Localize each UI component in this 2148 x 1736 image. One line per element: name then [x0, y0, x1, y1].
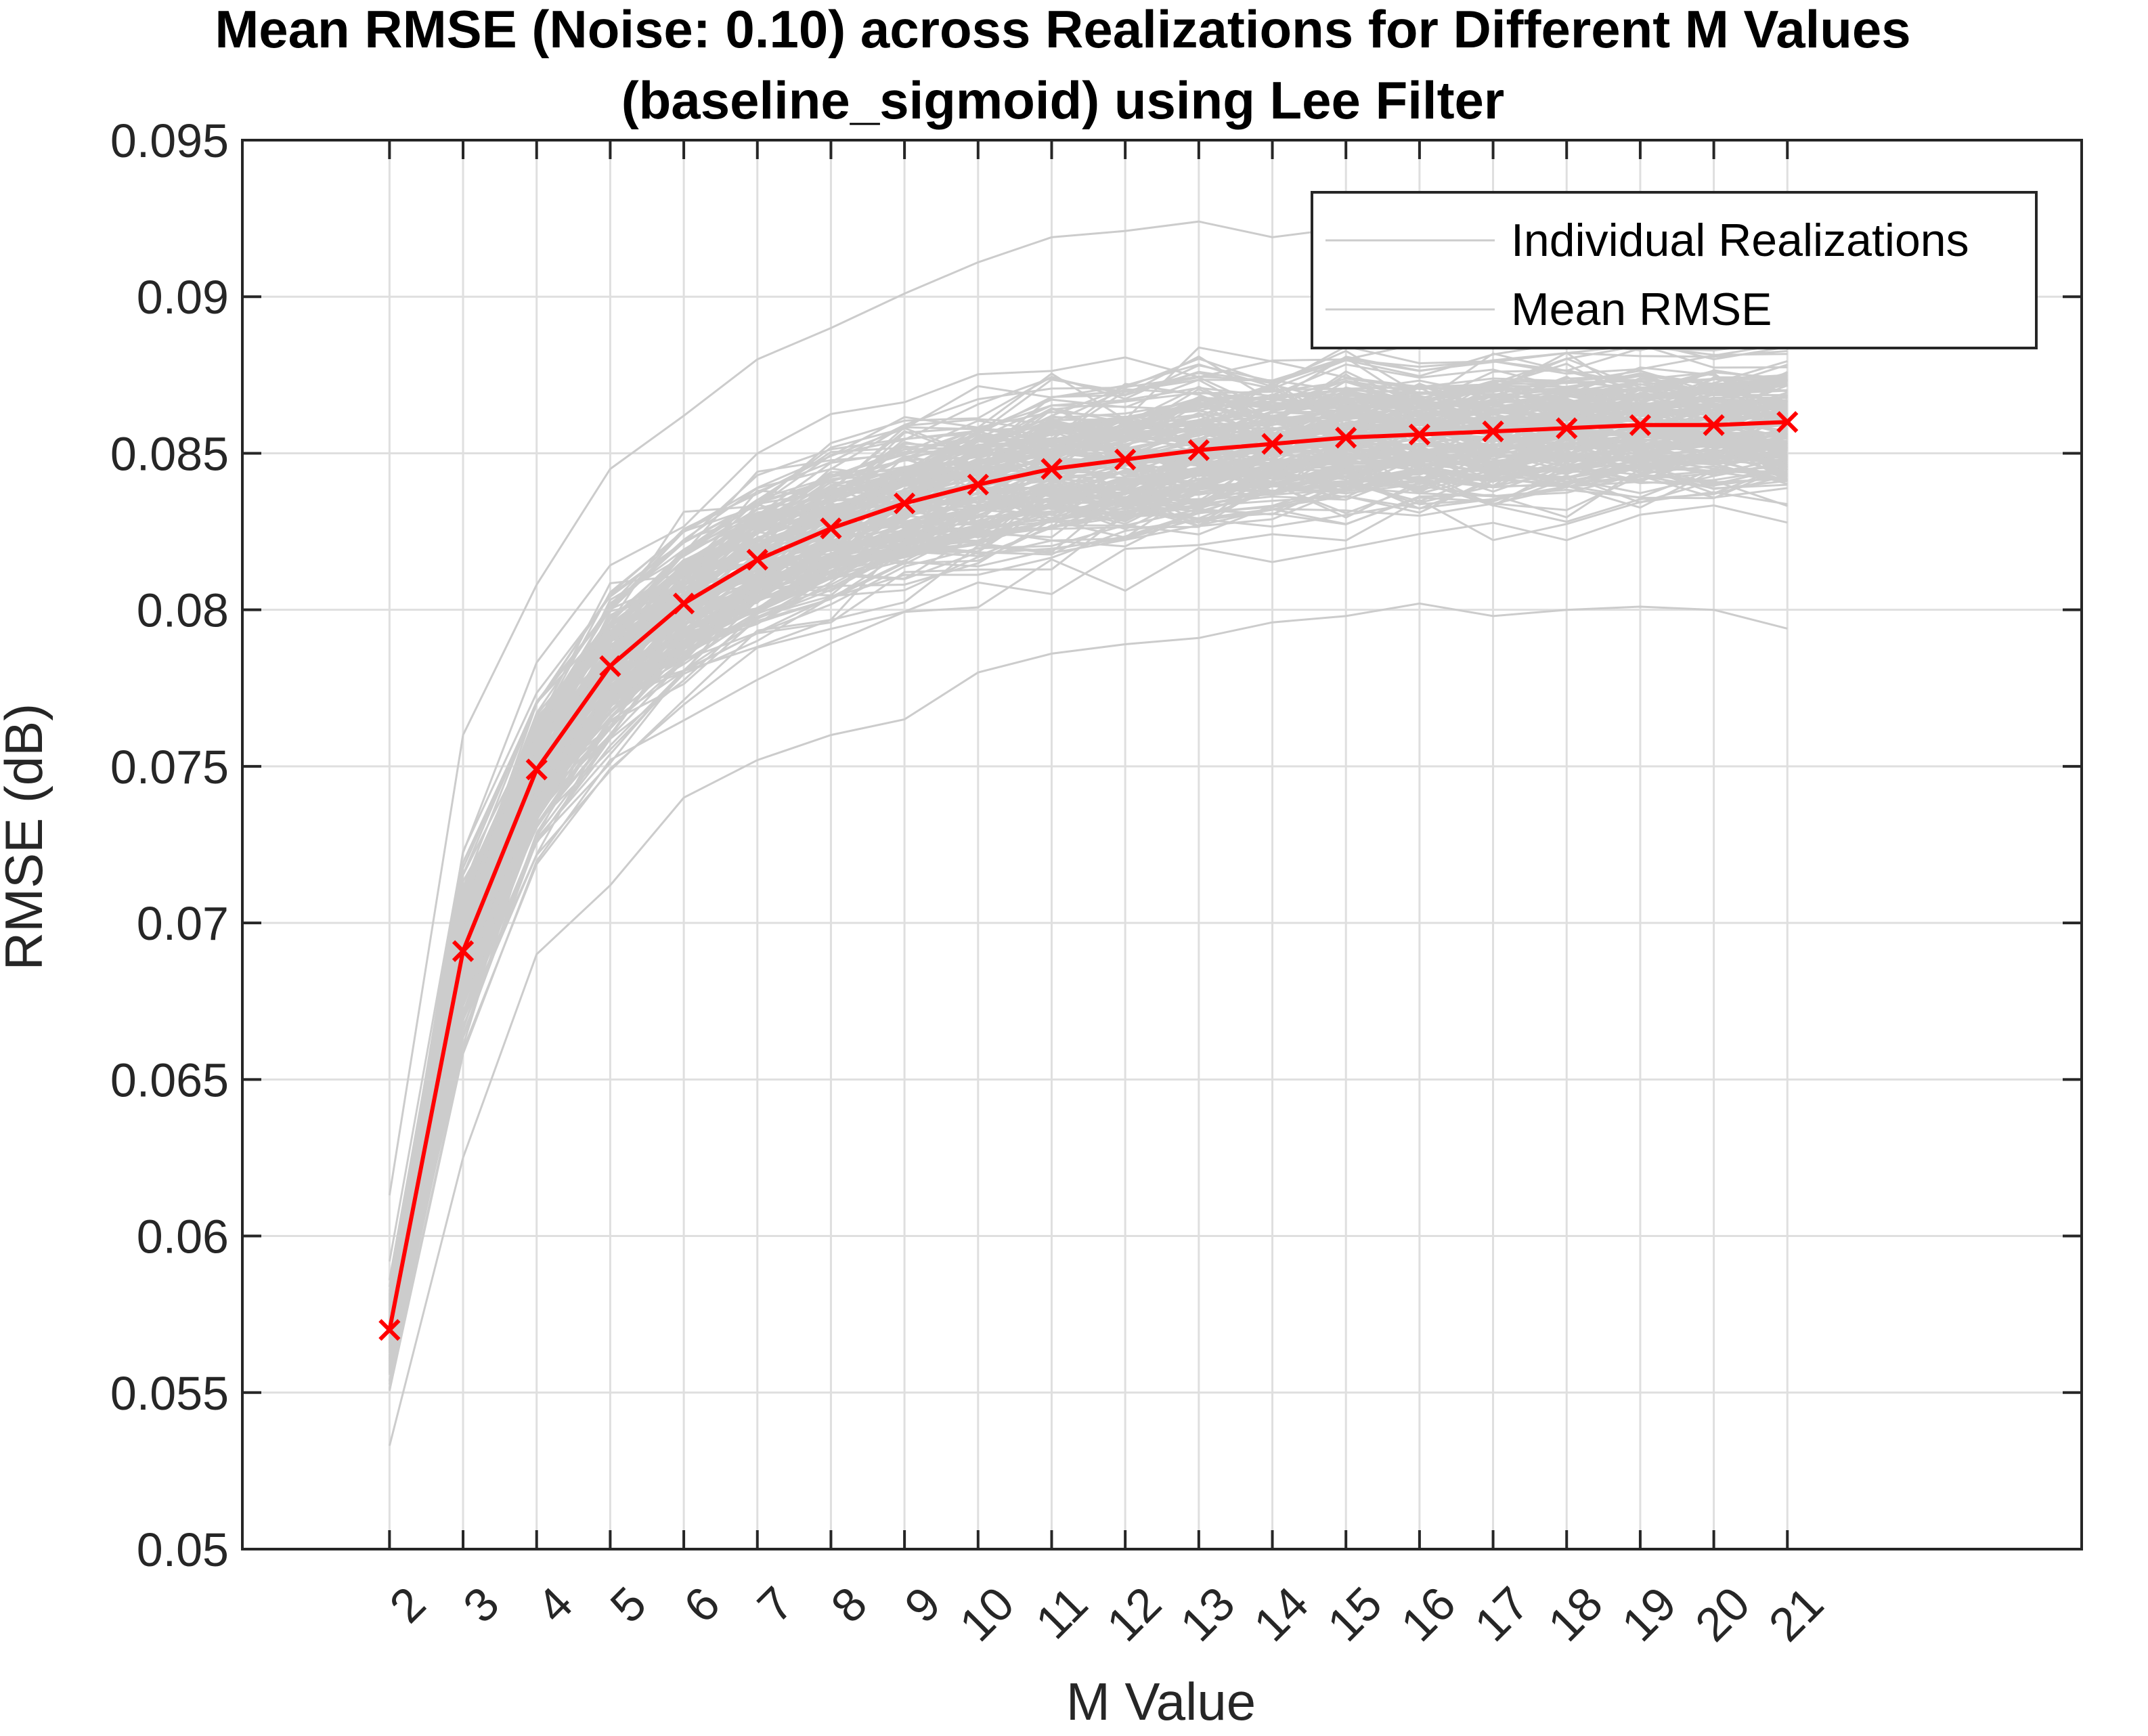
mean-marker-m6: [672, 592, 695, 615]
realization-line: [388, 419, 1788, 1341]
realization-line: [388, 457, 1788, 1361]
realization-line: [388, 387, 1788, 1302]
mean-rmse-series: [378, 411, 1799, 1341]
realization-line: [388, 409, 1788, 1323]
mean-rmse-line: [387, 420, 1788, 1330]
mean-marker-stroke: [452, 940, 475, 962]
mean-marker-m11: [1040, 458, 1063, 480]
realization-line: [388, 441, 1788, 1334]
mean-marker-stroke: [893, 492, 916, 515]
mean-marker-m19: [1629, 414, 1652, 436]
legend-box: [1311, 191, 2038, 349]
mean-marker-stroke: [672, 592, 695, 615]
mean-marker-stroke: [1556, 417, 1578, 439]
mean-marker-stroke: [1408, 423, 1431, 446]
mean-marker-stroke: [1187, 439, 1210, 461]
chart-subtitle: (baseline_sigmoid) using Lee Filter: [621, 70, 1505, 130]
mean-marker-stroke: [1629, 414, 1652, 436]
realization-line: [388, 504, 1788, 1391]
realization-line: [388, 346, 1788, 1287]
y-tick-label: 0.075: [110, 741, 229, 794]
y-tick-label: 0.08: [137, 584, 229, 637]
mean-marker-stroke: [1776, 411, 1799, 433]
mean-marker-m7: [746, 548, 768, 571]
realization-line: [388, 439, 1789, 1358]
axes-box: [241, 139, 2083, 1550]
mean-marker-stroke: [378, 1319, 401, 1341]
mean-marker-stroke: [1482, 420, 1504, 443]
y-axis-label: RMSE (dB): [0, 703, 53, 970]
realization-line-min: [388, 602, 1788, 1446]
mean-marker-m10: [967, 473, 989, 496]
realization-line: [388, 412, 1788, 1328]
realization-line: [388, 474, 1788, 1364]
mean-marker-m20: [1703, 414, 1725, 436]
realization-line: [388, 475, 1788, 1385]
mean-marker-m4: [525, 758, 548, 781]
realization-line: [388, 473, 1788, 1371]
realization-line: [388, 399, 1788, 1320]
mean-marker-m16: [1408, 423, 1431, 446]
legend-label-mean: Mean RMSE: [1511, 284, 1772, 335]
mean-marker-m14: [1261, 433, 1284, 455]
mean-marker-stroke: [746, 548, 768, 571]
mean-marker-m2: [378, 1319, 401, 1341]
mean-marker-stroke: [967, 473, 989, 496]
x-axis-label: M Value: [1066, 1672, 1256, 1731]
mean-marker-m9: [893, 492, 916, 515]
y-tick-label: 0.085: [110, 427, 229, 480]
mean-marker-stroke: [1040, 458, 1063, 480]
mean-marker-m12: [1114, 448, 1137, 471]
realization-line: [388, 342, 1788, 1280]
y-tick-label: 0.055: [110, 1367, 229, 1420]
mean-marker-stroke: [1335, 427, 1357, 449]
realization-line: [388, 364, 1788, 1292]
mean-marker-m21: [1776, 411, 1799, 433]
chart-title: Mean RMSE (Noise: 0.10) across Realizati…: [215, 0, 1910, 59]
mean-marker-m13: [1187, 439, 1210, 461]
mean-marker-m15: [1335, 427, 1357, 449]
realization-line: [388, 466, 1788, 1376]
realization-line: [388, 436, 1788, 1357]
mean-marker-stroke: [1703, 414, 1725, 436]
mean-marker-m8: [820, 517, 842, 540]
realization-line: [388, 465, 1788, 1382]
mean-marker-m18: [1556, 417, 1578, 439]
realization-line: [388, 460, 1788, 1362]
y-tick-label: 0.07: [137, 897, 229, 950]
legend-label-realizations: Individual Realizations: [1511, 215, 1969, 266]
realization-line: [388, 443, 1788, 1350]
y-tick-label: 0.095: [110, 114, 229, 167]
axes: [241, 139, 2083, 1550]
realization-line: [388, 384, 1788, 1329]
y-tick-label: 0.06: [137, 1211, 229, 1263]
legend: Individual Realizations Mean RMSE: [1311, 191, 2038, 349]
mean-marker-m17: [1482, 420, 1504, 443]
realization-line: [388, 399, 1788, 1331]
y-tick-label: 0.065: [110, 1054, 229, 1106]
y-tick-label: 0.09: [137, 271, 229, 324]
mean-marker-stroke: [1114, 448, 1137, 471]
mean-marker-stroke: [820, 517, 842, 540]
mean-marker-stroke: [599, 655, 621, 678]
realization-line: [388, 448, 1788, 1364]
mean-marker-stroke: [525, 758, 548, 781]
mean-marker-m5: [599, 655, 621, 678]
individual-realizations: [388, 220, 1789, 1446]
y-tick-label: 0.05: [137, 1523, 229, 1576]
realization-line: [388, 404, 1788, 1340]
realization-line: [388, 363, 1788, 1309]
mean-marker-m3: [452, 940, 475, 962]
mean-marker-stroke: [1261, 433, 1284, 455]
realization-line: [388, 377, 1788, 1303]
